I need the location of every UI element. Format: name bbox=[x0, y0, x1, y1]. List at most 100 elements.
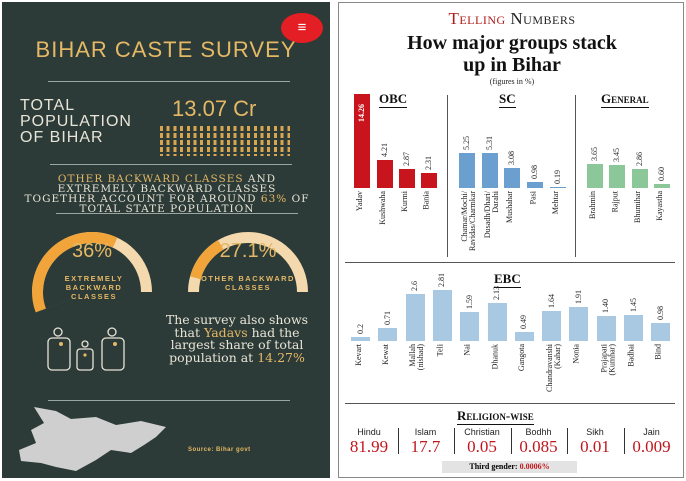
yadav-note: The survey also shows that Yadavs had th… bbox=[162, 312, 312, 365]
bar-value-label: 3.65 bbox=[590, 146, 599, 161]
bihar-infographic-panel: ≡ BIHAR CASTE SURVEY TOTAL POPULATION OF… bbox=[2, 2, 330, 478]
bar-value-label: 1.64 bbox=[546, 294, 556, 309]
ebc-percent: 36% bbox=[71, 240, 113, 262]
bar-value-label: 1.59 bbox=[464, 295, 474, 310]
bar-category-label: Dusadh/Dhari/ Darahi bbox=[483, 191, 500, 239]
note-text: AND EXTREMELY BACKWARD CLASSES TOGETHER … bbox=[24, 173, 277, 205]
bar-category-label: Mushahar bbox=[505, 191, 514, 223]
bar bbox=[596, 315, 616, 341]
religion-value: 0.05 bbox=[467, 437, 497, 456]
infographic-title: BIHAR CASTE SURVEY bbox=[35, 37, 297, 62]
ebc-label: EXTREMELY BACKWARD CLASSES bbox=[64, 274, 124, 301]
divider bbox=[567, 428, 568, 454]
note-highlight: Yadavs bbox=[203, 324, 248, 340]
religion-name: Hindu bbox=[357, 427, 381, 437]
bihar-map-icon bbox=[19, 407, 166, 471]
third-gender-note: Third gender: 0.0006% bbox=[442, 461, 577, 473]
bar bbox=[405, 294, 425, 341]
bar bbox=[482, 152, 498, 188]
obc-title: OBC bbox=[379, 91, 408, 108]
bar bbox=[550, 186, 566, 188]
bar bbox=[351, 337, 370, 341]
bar bbox=[354, 93, 370, 188]
bar-category-label: Kushwaha bbox=[378, 191, 387, 225]
bar bbox=[514, 332, 534, 341]
telling-numbers-panel: Telling Numbers How major groups stack u… bbox=[338, 2, 684, 478]
bar-category-label: Rajput bbox=[610, 191, 619, 213]
bar-category-label: Teli bbox=[435, 344, 445, 357]
bar-value-label: 0.71 bbox=[382, 311, 392, 326]
bar-category-label: Chamar/Mochi/ Ravidas/Charmkar bbox=[460, 191, 477, 251]
bar-value-label: 0.49 bbox=[519, 315, 529, 330]
bar bbox=[460, 312, 480, 341]
family-icon bbox=[47, 327, 125, 371]
note-highlight: 14.27% bbox=[257, 349, 305, 365]
bar-value-label: 1.45 bbox=[628, 297, 638, 312]
bar-value-label: 2.81 bbox=[437, 273, 447, 288]
bar-category-label: Mallah (nishad) bbox=[408, 344, 426, 371]
note-highlight: 63% bbox=[260, 193, 288, 205]
divider bbox=[397, 428, 399, 454]
bar-value-label: 2.87 bbox=[402, 152, 411, 167]
religion-value: 0.085 bbox=[519, 437, 558, 456]
obc-percent: 27.1% bbox=[219, 240, 277, 262]
bar bbox=[651, 323, 671, 341]
bar-value-label: 0.2 bbox=[355, 324, 365, 335]
religion-stat: Hindu 81.99 bbox=[341, 427, 397, 457]
religion-stat: Bodhh 0.085 bbox=[511, 427, 567, 457]
bar-category-label: Yadav bbox=[355, 191, 364, 212]
publisher-logo-icon: ≡ bbox=[281, 13, 323, 43]
religion-value: 0.009 bbox=[632, 437, 671, 456]
bar-category-label: Nai bbox=[462, 344, 472, 356]
kicker-dark: Numbers bbox=[505, 9, 576, 28]
bar-category-label: Bania bbox=[422, 191, 431, 210]
divider bbox=[50, 164, 292, 165]
bar bbox=[569, 306, 589, 341]
note-highlight: OTHER BACKWARD CLASSES bbox=[57, 173, 244, 185]
religion-name: Bodhh bbox=[525, 427, 552, 437]
bar-value-label: 2.86 bbox=[635, 152, 644, 167]
religion-stat: Sikh 0.01 bbox=[567, 427, 623, 457]
bar-category-label: Kayastha bbox=[655, 191, 664, 221]
ebc-title: EBC bbox=[494, 271, 521, 288]
bar-category-label: Prajapati (Kumhar) bbox=[599, 344, 617, 376]
obc-gauge-fill bbox=[190, 218, 322, 308]
bar bbox=[624, 314, 643, 341]
bar-category-label: Badhai bbox=[626, 344, 636, 367]
religion-name: Sikh bbox=[586, 427, 604, 437]
third-gender-value: 0.0006% bbox=[519, 462, 550, 471]
bar bbox=[587, 163, 603, 188]
bar bbox=[609, 165, 625, 188]
divider bbox=[56, 213, 298, 214]
bar-value-label: 3.45 bbox=[612, 148, 621, 163]
bar-value-label: 5.25 bbox=[462, 136, 471, 151]
bar-value-label: 5.31 bbox=[485, 135, 494, 150]
bar bbox=[527, 181, 543, 188]
divider bbox=[345, 262, 675, 263]
bar bbox=[377, 160, 393, 188]
religion-value: 81.99 bbox=[349, 437, 389, 456]
kicker: Telling Numbers bbox=[339, 9, 685, 29]
bar-category-label: Chandravanshi (Kahar) bbox=[544, 344, 562, 392]
bar bbox=[504, 167, 520, 188]
bar-value-label: 0.98 bbox=[530, 164, 539, 179]
bar-category-label: Kewat bbox=[380, 344, 390, 365]
bar bbox=[542, 311, 562, 341]
bar-value-label: 1.40 bbox=[601, 298, 611, 313]
headline: How major groups stack up in Bihar bbox=[407, 32, 617, 76]
divider bbox=[575, 95, 576, 257]
religion-stat: Islam 17.7 bbox=[398, 427, 454, 457]
population-value: 13.07 Cr bbox=[172, 96, 257, 121]
divider bbox=[447, 95, 448, 257]
divider bbox=[48, 400, 290, 401]
third-gender-label: Third gender: bbox=[469, 462, 520, 471]
sc-title: SC bbox=[499, 91, 516, 108]
religion-value: 0.01 bbox=[580, 437, 610, 456]
bar-value-label: 0.19 bbox=[553, 169, 562, 184]
bar bbox=[399, 169, 415, 188]
divider bbox=[454, 428, 455, 454]
divider bbox=[345, 403, 675, 404]
bar-value-label: 0.98 bbox=[655, 306, 665, 321]
bar-category-label: Dhanuk bbox=[490, 344, 499, 370]
note-text: The survey also shows that bbox=[165, 312, 309, 340]
